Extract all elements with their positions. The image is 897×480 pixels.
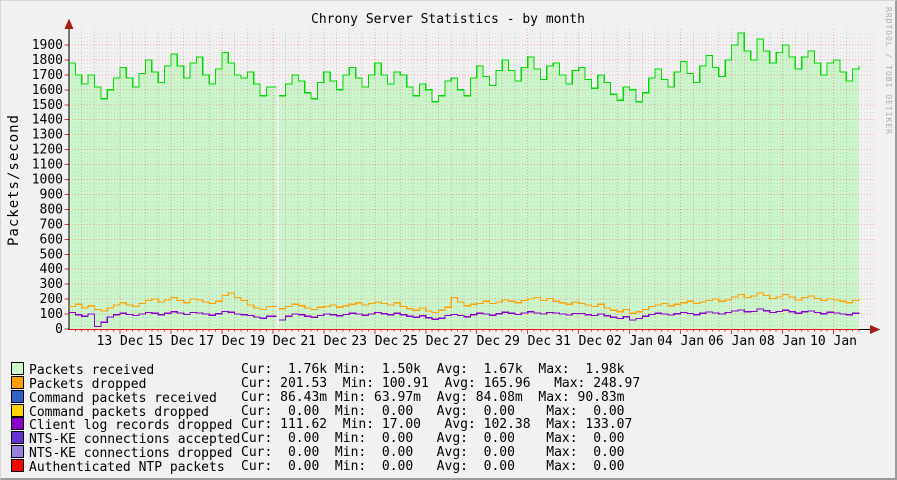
legend-row: Packets dropped Cur: 201.53 Min: 100.91 A…: [11, 375, 640, 392]
legend-swatch: [11, 445, 24, 459]
x-tick-label: 31 Dec: [555, 334, 602, 349]
legend-row: NTS-KE connections accepted Cur: 0.00 Min…: [11, 431, 625, 448]
legend-label: NTS-KE connections dropped: [29, 446, 233, 462]
chart-title: Chrony Server Statistics - by month: [311, 12, 585, 27]
legend-row: Packets received Cur: 1.76k Min: 1.50k Av…: [11, 362, 625, 378]
y-tick-label: 300: [40, 277, 63, 292]
legend-label: Authenticated NTP packets: [29, 460, 225, 475]
y-tick-label: 1100: [32, 158, 63, 173]
legend-swatch: [11, 389, 24, 403]
legend-label: Packets dropped: [29, 376, 147, 392]
y-tick-label: 1300: [32, 128, 63, 143]
y-tick-label: 1000: [32, 173, 63, 188]
legend-swatch: [11, 459, 24, 472]
legend-stats: Cur: 0.00 Min: 0.00 Avg: 0.00 Max: 0.00: [241, 445, 625, 461]
legend-row: NTS-KE connections dropped Cur: 0.00 Min:…: [11, 445, 625, 462]
x-tick-label: 25 Dec: [402, 334, 449, 349]
legend-swatch: [11, 362, 24, 375]
x-tick-label: 29 Dec: [504, 334, 551, 349]
legend-row: Client log records dropped Cur: 111.62 Mi…: [11, 417, 632, 434]
legend-swatch: [11, 431, 24, 445]
legend-stats: Cur: 0.00 Min: 0.00 Avg: 0.00 Max: 0.00: [241, 459, 625, 474]
legend-stats: Cur: 0.00 Min: 0.00 Avg: 0.00 Max: 0.00: [241, 431, 625, 447]
x-tick-label: 15 Dec: [147, 334, 194, 349]
x-tick-label: 06 Jan: [708, 334, 755, 349]
x-tick-label: 04 Jan: [657, 334, 704, 349]
legend-stats: Cur: 0.00 Min: 0.00 Avg: 0.00 Max: 0.00: [241, 403, 625, 419]
legend-label: Packets received: [29, 363, 155, 378]
y-tick-label: 800: [40, 202, 63, 217]
series-line-packets-received: [69, 32, 860, 103]
y-tick-label: 1200: [32, 143, 63, 158]
legend-swatch: [11, 375, 24, 389]
legend-label: Client log records dropped: [29, 418, 233, 434]
y-tick-label: 700: [40, 217, 63, 232]
y-tick-label: 900: [40, 188, 63, 203]
y-tick-label: 1600: [32, 83, 63, 98]
x-tick-label: 08 Jan: [759, 334, 806, 349]
y-tick-label: 1800: [32, 53, 63, 68]
series-line: [69, 308, 860, 328]
x-tick-label: 21 Dec: [300, 334, 347, 349]
y-axis-arrow: [64, 18, 74, 29]
legend-row: Command packets received Cur: 86.43m Min:…: [11, 389, 625, 406]
x-tick-label: 19 Dec: [249, 334, 296, 349]
series-line: [69, 292, 860, 314]
y-tick-label: 1500: [32, 98, 63, 113]
x-tick-label: 27 Dec: [453, 334, 500, 349]
y-tick-label: 500: [40, 247, 63, 262]
y-tick-label: 1400: [32, 113, 63, 128]
y-tick-label: 0: [55, 322, 63, 337]
legend-swatch: [11, 417, 24, 431]
x-tick-label: 13 Dec: [97, 334, 144, 349]
y-tick-label: 1900: [32, 38, 63, 53]
x-tick-label: 10 Jan: [810, 334, 857, 349]
x-tick-label: 17 Dec: [198, 334, 245, 349]
legend-label: Command packets received: [29, 390, 217, 406]
x-tick-label: 23 Dec: [351, 334, 398, 349]
legend-swatch: [11, 403, 24, 417]
y-tick-label: 600: [40, 232, 63, 247]
x-tick-label: 02 Jan: [606, 334, 653, 349]
series-area-packets-received: [69, 33, 859, 329]
legend-label: NTS-KE connections accepted: [29, 432, 241, 448]
legend-label: Command packets dropped: [29, 404, 210, 420]
legend-row: Authenticated NTP packets Cur: 0.00 Min: …: [11, 459, 625, 475]
legend-stats: Cur: 1.76k Min: 1.50k Avg: 1.67k Max: 1.…: [241, 362, 625, 377]
legend-stats: Cur: 111.62 Min: 17.00 Avg: 102.38 Max: …: [241, 417, 633, 433]
legend-row: Command packets dropped Cur: 0.00 Min: 0.…: [11, 403, 625, 420]
x-axis-arrow: [870, 325, 881, 334]
legend-stats: Cur: 201.53 Min: 100.91 Avg: 165.96 Max:…: [241, 375, 641, 391]
y-tick-label: 100: [40, 307, 63, 322]
y-tick-label: 400: [40, 262, 63, 277]
legend-stats: Cur: 86.43m Min: 63.97m Avg: 84.08m Max:…: [241, 389, 625, 405]
rrdtool-watermark: RRDTOOL / TOBI OETIKER: [884, 7, 893, 135]
y-tick-label: 200: [40, 292, 63, 307]
y-tick-label: 1700: [32, 68, 63, 83]
